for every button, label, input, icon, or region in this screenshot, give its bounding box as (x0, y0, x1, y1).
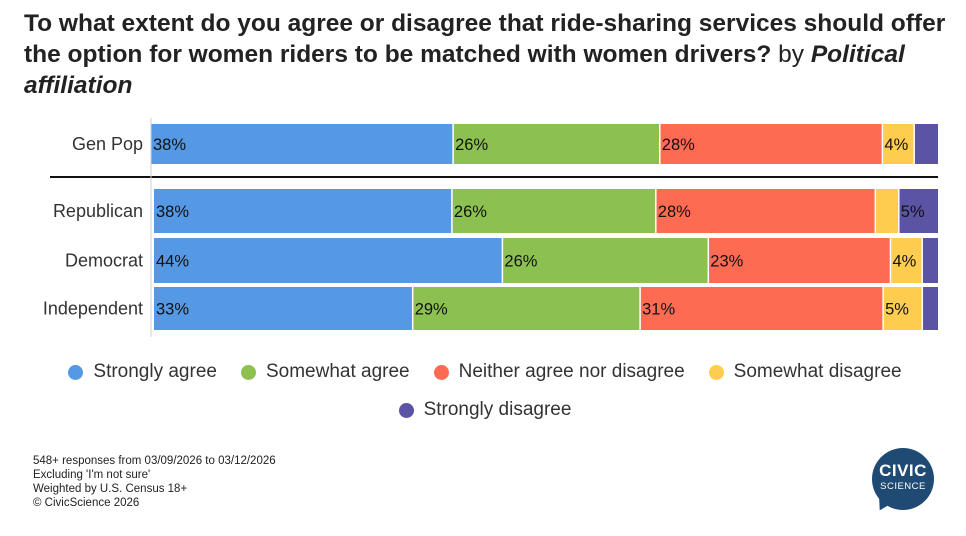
category-label-republican: Republican (53, 201, 143, 221)
category-label-democrat: Democrat (65, 251, 143, 271)
legend-swatch-icon (433, 364, 449, 380)
bar-republican-strongly-agree (154, 189, 452, 233)
data-label-republican-strongly-disagree: 5% (901, 203, 925, 221)
data-label-gen-pop-strongly-agree: 38% (153, 136, 186, 154)
bar-republican-neither-agree-nor-disagree (655, 189, 876, 233)
title-main: To what extent do you agree or disagree … (24, 10, 946, 68)
data-label-independent-neither-agree-nor-disagree: 31% (642, 301, 675, 319)
bar-gen-pop-strongly-disagree (914, 124, 938, 164)
category-label-gen-pop: Gen Pop (72, 134, 143, 154)
logo-text-civic: CIVIC (879, 461, 927, 480)
data-label-independent-strongly-agree: 33% (156, 301, 189, 319)
bar-gen-pop-strongly-agree (151, 124, 454, 164)
logo-text-science: SCIENCE (880, 481, 926, 492)
data-label-gen-pop-somewhat-disagree: 4% (884, 136, 908, 154)
legend-label: Neither agree nor disagree (458, 361, 685, 382)
data-label-independent-somewhat-agree: 29% (415, 301, 448, 319)
data-label-gen-pop-somewhat-agree: 26% (455, 136, 488, 154)
title-affiliation: Political affiliation (24, 41, 905, 99)
title-by: by (771, 41, 811, 68)
note-weighting: Weighted by U.S. Census 18+ (33, 483, 188, 495)
note-copyright: © CivicScience 2026 (33, 497, 140, 509)
data-label-republican-neither-agree-nor-disagree: 28% (658, 203, 691, 221)
bar-independent-somewhat-agree (412, 287, 641, 330)
bar-democrat-somewhat-agree (502, 238, 709, 283)
chart-title: To what extent do you agree or disagree … (24, 8, 959, 101)
legend-label: Strongly agree (93, 361, 217, 382)
legend-item-neither-agree-nor-disagree: Neither agree nor disagree (433, 360, 685, 384)
bar-democrat-strongly-agree (154, 238, 503, 283)
category-label-independent: Independent (43, 299, 143, 319)
stacked-bar-chart: 38% 26% 28% 4% Gen Pop 38% 26% 28% 5% Republican 4… (43, 118, 938, 337)
legend-item-somewhat-disagree: Somewhat disagree (708, 360, 902, 384)
bar-gen-pop-somewhat-agree (453, 124, 660, 164)
legend-swatch-icon (708, 364, 724, 380)
bar-democrat-neither-agree-nor-disagree (708, 238, 891, 283)
bar-republican-somewhat-agree (451, 189, 656, 233)
bar-independent-neither-agree-nor-disagree (640, 287, 884, 330)
bar-independent-somewhat-disagree (883, 287, 923, 330)
bar-gen-pop-neither-agree-nor-disagree (659, 124, 883, 164)
bar-democrat-strongly-disagree (922, 238, 938, 283)
legend-swatch-icon (398, 402, 414, 418)
note-exclusion: Excluding 'I'm not sure' (33, 469, 151, 481)
data-label-republican-strongly-agree: 38% (156, 203, 189, 221)
footnotes: 548+ responses from 03/09/2026 to 03/12/… (33, 454, 276, 510)
legend-label: Somewhat agree (265, 361, 410, 382)
bar-gen-pop-somewhat-disagree (882, 124, 915, 164)
data-label-democrat-strongly-agree: 44% (156, 253, 189, 271)
legend-item-strongly-agree: Strongly agree (68, 360, 217, 384)
legend-item-somewhat-agree: Somewhat agree (240, 360, 410, 384)
data-label-gen-pop-neither-agree-nor-disagree: 28% (662, 136, 695, 154)
bar-independent-strongly-agree (154, 287, 413, 330)
data-label-democrat-neither-agree-nor-disagree: 23% (710, 253, 743, 271)
bar-democrat-somewhat-disagree (890, 238, 923, 283)
bar-republican-strongly-disagree (898, 189, 938, 233)
data-label-democrat-somewhat-disagree: 4% (893, 253, 917, 271)
civicscience-logo-icon: CIVIC SCIENCE (872, 448, 934, 515)
note-responses: 548+ responses from 03/09/2026 to 03/12/… (33, 455, 276, 467)
data-label-republican-somewhat-agree: 26% (454, 203, 487, 221)
legend-label: Somewhat disagree (733, 361, 902, 382)
bar-republican-somewhat-disagree (875, 189, 899, 233)
legend-swatch-icon (68, 364, 84, 380)
legend-label: Strongly disagree (423, 399, 572, 420)
data-label-democrat-somewhat-agree: 26% (504, 253, 537, 271)
legend-item-strongly-disagree: Strongly disagree (398, 398, 572, 422)
legend: Strongly agree Somewhat agree Neither agre… (40, 360, 930, 422)
legend-swatch-icon (240, 364, 256, 380)
bar-independent-strongly-disagree (922, 287, 938, 330)
data-label-independent-somewhat-disagree: 5% (885, 301, 909, 319)
